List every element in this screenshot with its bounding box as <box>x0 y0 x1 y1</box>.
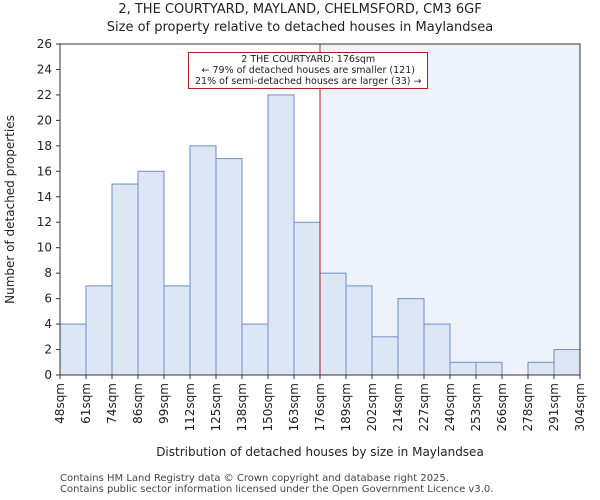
x-tick-label: 61sqm <box>79 383 93 424</box>
y-tick-label: 12 <box>37 215 52 229</box>
x-tick-label: 214sqm <box>391 383 405 431</box>
y-tick-label: 26 <box>37 37 52 51</box>
x-tick-label: 112sqm <box>183 383 197 431</box>
histogram-bar <box>319 272 347 376</box>
histogram-bar <box>553 349 581 376</box>
histogram-bar <box>371 336 399 376</box>
annotation-line-2: ← 79% of detached houses are smaller (12… <box>201 65 415 76</box>
histogram-bar <box>397 298 425 376</box>
histogram-bar <box>241 323 269 376</box>
y-axis-label: Number of detached properties <box>3 115 17 304</box>
y-tick-label: 4 <box>44 317 52 331</box>
x-tick-label: 163sqm <box>287 383 301 431</box>
chart-subtitle: Size of property relative to detached ho… <box>106 20 494 35</box>
x-tick-label: 202sqm <box>365 383 379 431</box>
y-tick-label: 14 <box>37 190 52 204</box>
x-tick-label: 125sqm <box>209 383 223 431</box>
x-tick-label: 253sqm <box>469 383 483 431</box>
y-tick-label: 0 <box>44 368 52 382</box>
y-tick-label: 2 <box>44 343 52 357</box>
y-tick-label: 8 <box>44 266 52 280</box>
x-tick-label: 227sqm <box>417 383 431 431</box>
x-tick-label: 99sqm <box>157 383 171 424</box>
x-tick-label: 240sqm <box>443 383 457 431</box>
histogram-bar <box>449 361 477 376</box>
footer-line-1: Contains HM Land Registry data © Crown c… <box>60 473 449 484</box>
x-tick-label: 176sqm <box>313 383 327 431</box>
annotation-line-3: 21% of semi-detached houses are larger (… <box>195 76 422 87</box>
y-tick-label: 6 <box>44 292 52 306</box>
y-tick-label: 22 <box>37 88 52 102</box>
x-axis-label: Distribution of detached houses by size … <box>156 445 484 459</box>
x-tick-label: 278sqm <box>521 383 535 431</box>
histogram-bar <box>475 361 503 376</box>
histogram-bar <box>527 361 555 376</box>
histogram-bar <box>423 323 451 376</box>
histogram-bar <box>111 183 139 376</box>
x-tick-label: 291sqm <box>547 383 561 431</box>
histogram-bar <box>85 285 113 376</box>
y-tick-label: 18 <box>37 139 52 153</box>
x-tick-label: 138sqm <box>235 383 249 431</box>
x-tick-label: 304sqm <box>573 383 587 431</box>
property-annotation: 2 THE COURTYARD: 176sqm ← 79% of detache… <box>188 52 429 89</box>
histogram-bar <box>345 285 373 376</box>
y-tick-label: 20 <box>37 113 52 127</box>
chart-title: 2, THE COURTYARD, MAYLAND, CHELMSFORD, C… <box>118 2 482 17</box>
histogram-bar <box>59 323 87 376</box>
x-tick-label: 150sqm <box>261 383 275 431</box>
x-tick-label: 74sqm <box>105 383 119 424</box>
annotation-line-1: 2 THE COURTYARD: 176sqm <box>241 54 376 65</box>
histogram-bar <box>137 170 165 376</box>
x-tick-label: 48sqm <box>53 383 67 424</box>
histogram-bar <box>267 94 295 376</box>
histogram-bar <box>293 221 321 376</box>
y-tick-label: 16 <box>37 164 52 178</box>
histogram-bar <box>189 145 217 376</box>
y-tick-label: 24 <box>37 62 52 76</box>
x-tick-label: 86sqm <box>131 383 145 424</box>
footer-line-2: Contains public sector information licen… <box>60 484 494 495</box>
y-tick-label: 10 <box>37 241 52 255</box>
x-tick-label: 189sqm <box>339 383 353 431</box>
x-tick-label: 266sqm <box>495 383 509 431</box>
histogram-bar <box>163 285 191 376</box>
histogram-bar <box>215 158 243 376</box>
